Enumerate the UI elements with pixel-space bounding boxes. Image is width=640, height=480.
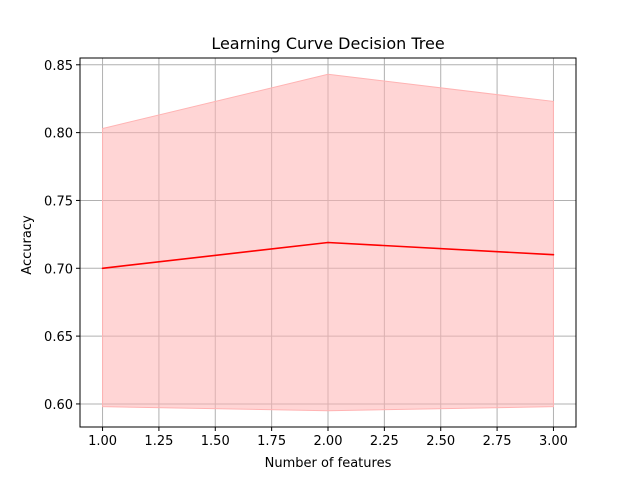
y-tick-label: 0.80 bbox=[44, 127, 73, 142]
x-tick-label: 1.25 bbox=[144, 434, 173, 449]
y-tick-label: 0.85 bbox=[44, 59, 73, 74]
x-axis-label: Number of features bbox=[265, 456, 392, 471]
x-tick-label: 1.50 bbox=[201, 434, 230, 449]
x-tick-label: 2.25 bbox=[370, 434, 399, 449]
chart-title: Learning Curve Decision Tree bbox=[211, 34, 444, 53]
accuracy-point bbox=[327, 241, 329, 244]
series-line-layer bbox=[101, 241, 555, 270]
x-tick-label: 2.75 bbox=[483, 434, 512, 449]
x-tick-label: 1.00 bbox=[88, 434, 117, 449]
x-tick-label: 2.50 bbox=[426, 434, 455, 449]
x-tick-label: 2.00 bbox=[314, 434, 343, 449]
accuracy-point bbox=[552, 253, 555, 256]
x-axis-ticks: 1.00 1.25 1.50 1.75 2.00 2.25 2.50 2.75 3.00 bbox=[88, 427, 568, 449]
y-tick-label: 0.65 bbox=[44, 330, 73, 345]
x-tick-label: 3.00 bbox=[539, 434, 568, 449]
y-axis-label: Accuracy bbox=[20, 215, 35, 275]
accuracy-point bbox=[101, 267, 104, 270]
y-axis-ticks: 0.60 0.65 0.70 0.75 0.80 0.85 bbox=[44, 59, 80, 413]
x-tick-label: 1.75 bbox=[257, 434, 286, 449]
y-tick-label: 0.60 bbox=[44, 398, 73, 413]
y-tick-label: 0.70 bbox=[44, 262, 73, 277]
y-tick-label: 0.75 bbox=[44, 194, 73, 209]
